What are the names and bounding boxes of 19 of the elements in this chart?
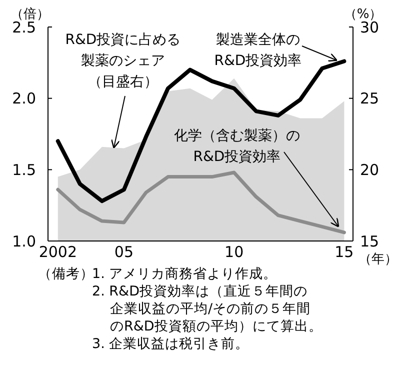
- series-label: 化学（含む製薬）のR&D投資効率: [174, 128, 300, 165]
- legend-label: 製造業全体のR&D投資効率: [214, 32, 302, 69]
- y-tick-label: 2.0: [12, 90, 36, 108]
- text: 1. アメリカ商務省より作成。: [92, 266, 278, 282]
- x-tick-label: 15: [334, 243, 354, 261]
- y-tick-label: 1.0: [12, 232, 36, 250]
- y2-tick-label: 25: [360, 90, 380, 108]
- series-label: R&D投資に占める製薬のシェア（目盛右）: [65, 32, 181, 90]
- y-axis-title: （倍）: [10, 7, 50, 22]
- text: 3. 企業収益は税引き前。: [92, 336, 250, 352]
- x-tick-label: 10: [224, 243, 244, 261]
- text: （備考）: [38, 266, 94, 282]
- x-tick-label: 05: [114, 243, 134, 261]
- x-tick-label: 2002: [38, 243, 78, 261]
- y-tick-label: 1.5: [12, 160, 36, 179]
- line-series: [56, 170, 346, 234]
- x-axis-title: （年）: [358, 252, 397, 267]
- text: 2. R&D投資効率は（直近５年間の企業収益の平均/その前の５年間のR&D投資額の平均）にて算出。: [92, 284, 322, 334]
- y2-tick-label: 20: [360, 160, 380, 179]
